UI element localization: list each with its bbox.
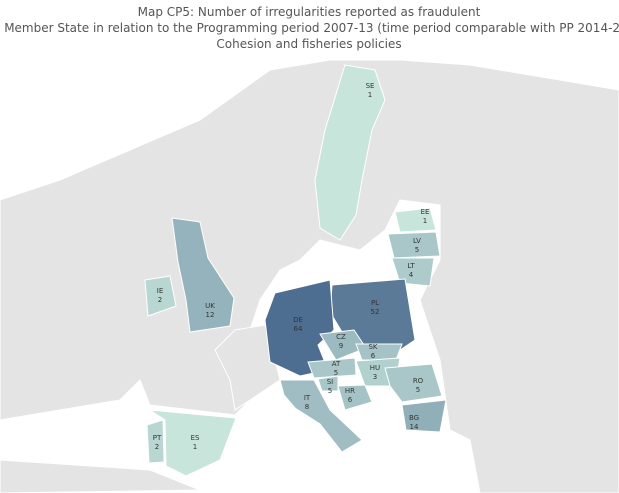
title-line: by Member State in relation to the Progr… (0, 21, 619, 35)
country (314, 64, 386, 241)
country-code: LV (413, 237, 421, 245)
country-value: 8 (305, 403, 309, 411)
country-value: 2 (155, 443, 159, 451)
country-value: 9 (339, 342, 343, 350)
country-code: SK (368, 343, 377, 351)
background-land (0, 59, 619, 493)
country (384, 363, 443, 403)
country-code: LT (407, 262, 415, 270)
title-line: Map CP5: Number of irregularities report… (138, 5, 481, 19)
country-value: 3 (373, 373, 377, 381)
country (279, 379, 363, 453)
country (144, 275, 177, 317)
country-value: 5 (334, 369, 338, 377)
country-value: 6 (371, 352, 376, 360)
country-value: 1 (423, 217, 427, 225)
country (317, 375, 339, 392)
country-value: 1 (193, 443, 197, 451)
country-code: IT (304, 394, 311, 402)
country-code: SE (366, 82, 375, 90)
land (0, 459, 201, 493)
country-value: 64 (294, 325, 303, 333)
country-value: 12 (206, 311, 215, 319)
title-line: Cohesion and fisheries policies (216, 37, 401, 51)
country-code: PT (153, 434, 162, 442)
country-code: EE (421, 208, 430, 216)
country (146, 419, 165, 464)
country (394, 207, 437, 233)
country-value: 4 (409, 271, 414, 279)
country (171, 217, 235, 333)
country-code: CZ (336, 333, 346, 341)
country-value: 14 (410, 423, 419, 431)
country-value: 52 (371, 308, 380, 316)
country-code: PL (371, 299, 379, 307)
country-code: RO (413, 377, 424, 385)
country-code: SI (327, 378, 334, 386)
country-code: UK (205, 302, 215, 310)
country (387, 231, 441, 259)
country-code: HU (370, 364, 380, 372)
country-value: 1 (368, 91, 372, 99)
country-code: ES (191, 434, 200, 442)
country-value: 5 (416, 386, 420, 394)
country (337, 384, 373, 411)
country (401, 399, 447, 433)
country-code: BG (409, 414, 419, 422)
country-value: 2 (158, 296, 162, 304)
country-code: DE (293, 316, 303, 324)
country-value: 5 (328, 387, 332, 395)
land (0, 59, 619, 493)
country-value: 5 (415, 246, 419, 254)
country-code: HR (345, 387, 355, 395)
country (355, 343, 403, 361)
country-code: IE (157, 287, 164, 295)
country-value: 6 (348, 396, 353, 404)
country-code: AT (332, 360, 341, 368)
country (149, 409, 237, 477)
country (307, 357, 357, 379)
